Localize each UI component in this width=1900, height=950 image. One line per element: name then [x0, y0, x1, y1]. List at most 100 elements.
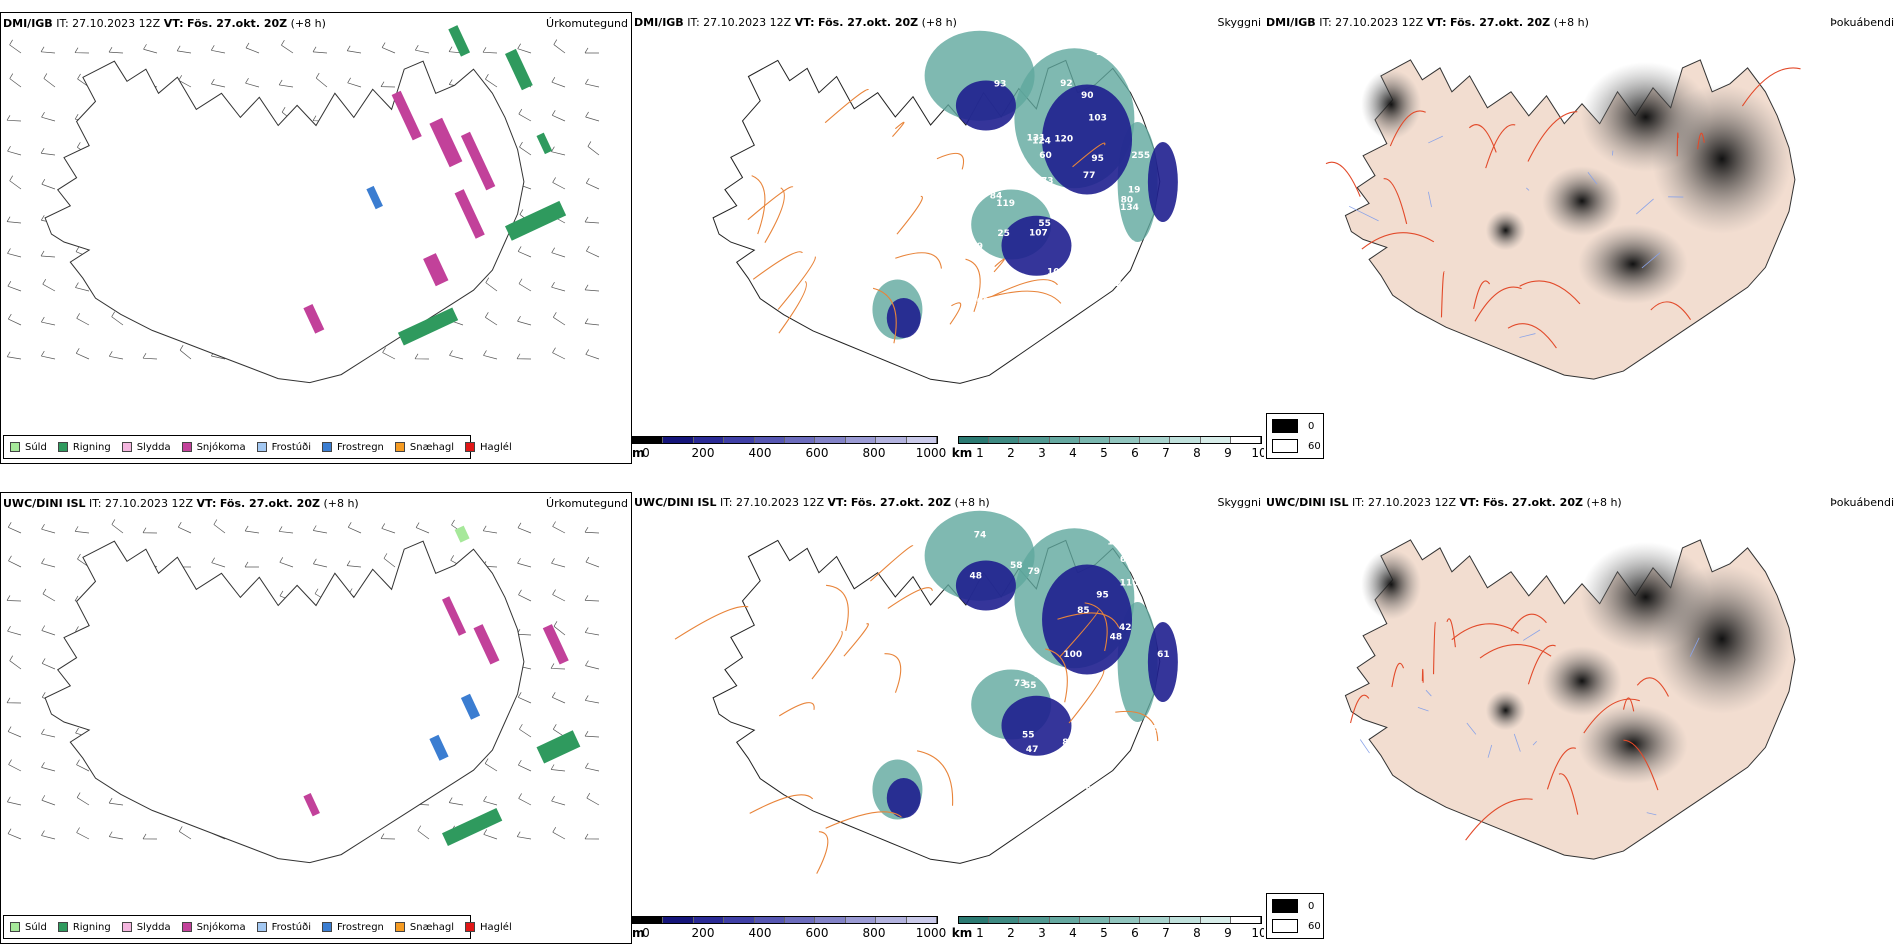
road — [1527, 644, 1556, 685]
wind-barb — [312, 46, 328, 54]
wind-barb — [142, 353, 158, 360]
row2-km-colorbar: 1 2 3 4 5 6 7 8 9 10 km — [952, 916, 1264, 944]
legend-item-snjokoma: Snjókoma — [181, 922, 246, 933]
wind-barb — [584, 47, 600, 54]
visibility-value-label: 97 — [1086, 785, 1099, 795]
row2-visibility-header: UWC/DINI ISL IT: 27.10.2023 12Z VT: Fös.… — [634, 496, 990, 509]
precip-area — [429, 734, 449, 761]
visibility-value-label: 152 — [994, 162, 1013, 172]
row1-precip-header: DMI/IGB IT: 27.10.2023 12Z VT: Fös. 27.o… — [3, 17, 326, 30]
road — [1432, 621, 1436, 675]
visibility-value-label: 107 — [1029, 229, 1048, 239]
wind-barb — [7, 828, 22, 840]
visibility-area-m — [886, 778, 921, 818]
wind-barb — [553, 39, 566, 54]
wind-barb — [448, 797, 464, 806]
colorbar-tick-label: 10 — [1251, 446, 1264, 460]
road — [825, 811, 902, 829]
wind-barb — [347, 77, 362, 88]
wind-barb — [75, 348, 90, 360]
visibility-value-label: 100 — [1063, 650, 1082, 660]
colorbar-tick-label: 200 — [691, 446, 715, 460]
wind-barb — [516, 629, 532, 636]
colorbar-tick-label: 4 — [1069, 926, 1077, 940]
precip-area — [460, 131, 496, 191]
wind-barb — [553, 621, 566, 636]
wind-barb — [43, 73, 56, 88]
visibility-value-label: 73 — [1041, 177, 1054, 187]
wind-barb — [7, 626, 22, 636]
road — [1349, 694, 1370, 724]
road — [777, 256, 816, 310]
wind-barb — [6, 216, 22, 224]
colorbar-tick-label: 2 — [1007, 926, 1015, 940]
wind-barb — [552, 589, 566, 602]
visibility-area-m — [1001, 215, 1072, 276]
visibility-value-label: 48 — [976, 743, 989, 753]
road — [1421, 668, 1424, 683]
road — [764, 187, 785, 243]
wind-barb — [485, 277, 498, 292]
wind-barb — [449, 350, 464, 360]
wind-barb — [584, 695, 600, 704]
visibility-area-m — [1001, 695, 1072, 756]
visibility-value-label: 19 — [1128, 186, 1141, 196]
legend-swatch — [10, 442, 20, 452]
colorbar-tick-label: 6 — [1131, 926, 1139, 940]
road — [895, 252, 942, 269]
wind-barb — [41, 728, 56, 738]
wind-barb — [380, 833, 396, 840]
row1-precip-map — [6, 25, 600, 384]
road — [843, 623, 869, 657]
road — [752, 251, 803, 280]
wind-barb — [176, 45, 192, 54]
road — [1527, 111, 1578, 162]
visibility-value-label: 77 — [1153, 128, 1166, 138]
row2-fog-field-name: Þokuábendi — [1830, 496, 1894, 509]
wind-barb — [584, 627, 600, 636]
road — [1389, 110, 1426, 147]
wind-barb — [414, 353, 430, 360]
wind-barb — [516, 353, 532, 360]
wind-barb — [517, 246, 532, 258]
wind-barb — [518, 793, 532, 806]
wind-barb — [244, 561, 260, 568]
wind-barb — [552, 347, 566, 360]
legend-item-snjokoma: Snjókoma — [181, 442, 246, 453]
legend-swatch — [322, 922, 332, 932]
road — [1650, 301, 1692, 320]
wind-barb — [382, 347, 396, 360]
colorbar-tick-label: 1000 — [915, 926, 947, 940]
row2-precip-field-name: Úrkomutegund — [546, 497, 628, 510]
row1-fog-field-name: Þokuábendi — [1830, 16, 1894, 29]
precip-area — [303, 793, 320, 817]
wind-barb — [584, 318, 600, 326]
row2-precip-panel: UWC/DINI ISL IT: 27.10.2023 12Z VT: Fös.… — [0, 492, 632, 944]
legend-swatch — [10, 922, 20, 932]
row2-visibility-panel: UWC/DINI ISL IT: 27.10.2023 12Z VT: Fös.… — [632, 492, 1264, 944]
wind-barb — [517, 316, 532, 326]
river — [1646, 812, 1657, 816]
road — [1465, 798, 1533, 841]
visibility-value-label: 79 — [1027, 567, 1040, 577]
visibility-value-label: 66 — [1120, 555, 1133, 565]
wind-barb — [347, 522, 362, 534]
wind-barb — [108, 46, 124, 54]
row1-precip-legend: Súld Rigning Slydda Snjókoma Frostúði Fr… — [3, 435, 512, 459]
precip-area — [505, 48, 533, 91]
wind-barb — [111, 311, 124, 326]
visibility-value-label: 12 — [1109, 279, 1122, 289]
wind-barb — [417, 825, 430, 840]
road — [896, 195, 923, 235]
wind-barb — [6, 115, 22, 122]
road — [936, 152, 964, 170]
legend-item-haglel: Haglél — [465, 442, 512, 453]
legend-swatch — [57, 442, 68, 452]
wind-barb — [143, 44, 158, 54]
row1-fog-key: 0 60 — [1266, 413, 1324, 459]
road — [872, 287, 897, 344]
wind-barb — [8, 759, 22, 772]
row2-fog-panel: UWC/DINI ISL IT: 27.10.2023 12Z VT: Fös.… — [1264, 492, 1900, 944]
legend-item-frostudi: Frostúði — [256, 442, 311, 453]
visibility-value-label: 11 — [1107, 721, 1120, 731]
